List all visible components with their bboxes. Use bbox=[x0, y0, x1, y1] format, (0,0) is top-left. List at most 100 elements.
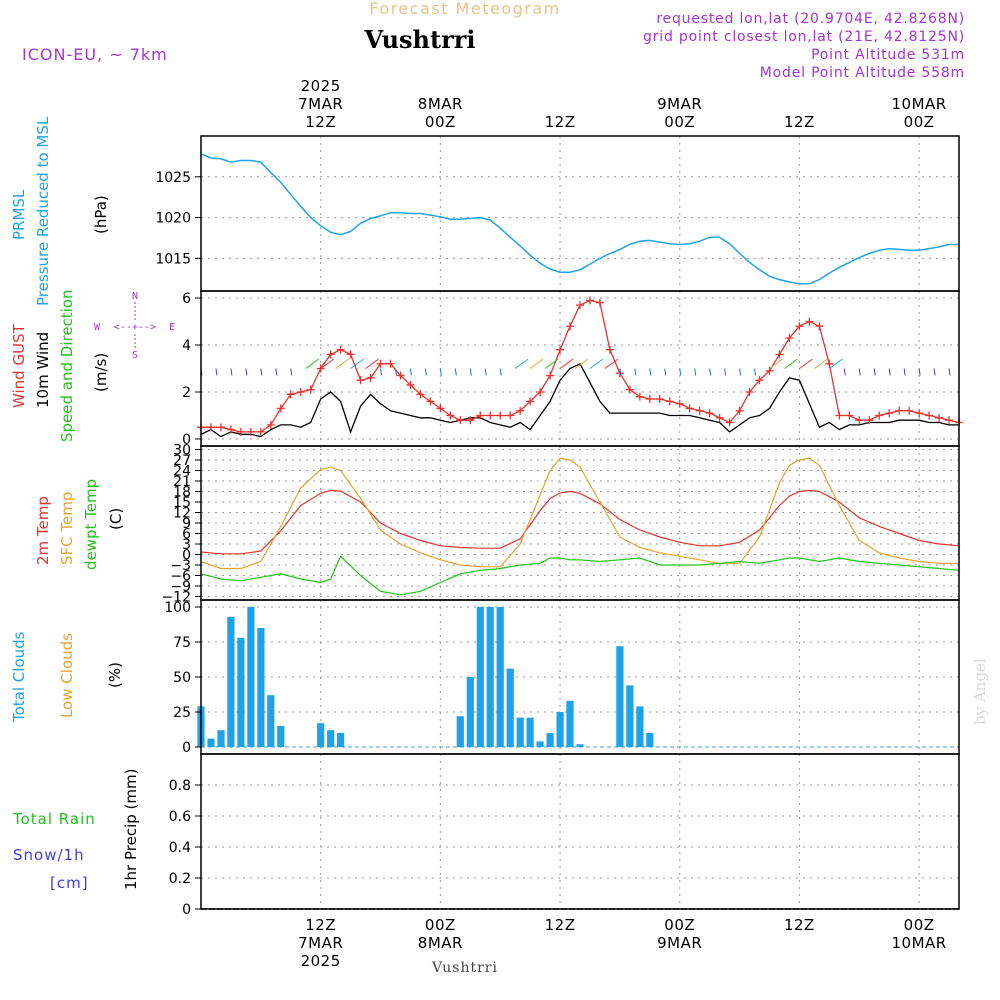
gridpoint-coords: grid point closest lon,lat (21E, 42.8125… bbox=[643, 29, 965, 45]
wind-direction-arrow bbox=[424, 368, 427, 376]
gust-point bbox=[566, 322, 575, 331]
pressure-label-line2: Pressure Reduced to MSL bbox=[34, 116, 52, 306]
gust-point bbox=[496, 411, 505, 420]
time-label: 9MAR bbox=[657, 95, 702, 113]
cloud-bar bbox=[476, 607, 484, 747]
y-tick-label: 1025 bbox=[155, 170, 191, 186]
cloud-bar bbox=[466, 677, 474, 747]
wind-direction-arrow bbox=[814, 358, 828, 369]
cloud-bar bbox=[546, 733, 554, 747]
gust-point bbox=[705, 409, 714, 418]
cloud-bar bbox=[327, 730, 335, 747]
y-tick-label: −12 bbox=[161, 590, 191, 606]
cloud-bar bbox=[646, 733, 654, 747]
model-altitude: Model Point Altitude 558m bbox=[760, 65, 965, 81]
y-tick-label: 0.4 bbox=[169, 840, 191, 856]
time-label: 12Z bbox=[545, 113, 576, 131]
gust-point bbox=[775, 350, 784, 359]
gust-point bbox=[595, 298, 604, 307]
wind-direction-arrow bbox=[529, 358, 544, 369]
gust-point bbox=[206, 423, 215, 432]
wind-direction-arrow bbox=[559, 358, 574, 369]
y-tick-labels: 1015102010250246−12−9−6−3036912151821242… bbox=[155, 170, 201, 918]
cloud-bar bbox=[227, 616, 235, 747]
wind10m-line bbox=[200, 362, 959, 438]
requested-coords: requested lon,lat (20.9704E, 42.8268N) bbox=[656, 11, 965, 27]
y-tick-label: 6 bbox=[182, 527, 191, 543]
wind-direction-arrow bbox=[484, 368, 487, 376]
y-tick-label: 4 bbox=[182, 338, 191, 354]
snow-unit-label: [cm] bbox=[50, 874, 89, 892]
grid-lines bbox=[201, 136, 959, 910]
compass-rose: N S W E <--+--> bbox=[94, 291, 175, 361]
time-label: 10MAR bbox=[891, 95, 946, 113]
wind-direction-arrow bbox=[843, 368, 846, 376]
gust-point bbox=[426, 397, 435, 406]
gust-point bbox=[436, 404, 445, 413]
cloud-bar bbox=[536, 741, 544, 747]
panel-frame-pressure bbox=[200, 135, 960, 292]
gust-point bbox=[576, 301, 584, 310]
wind-direction-arrow bbox=[903, 368, 906, 376]
gust-point bbox=[456, 416, 465, 425]
compass-west: W bbox=[94, 322, 101, 333]
time-label: 8MAR bbox=[418, 934, 463, 952]
wind-direction-arrow bbox=[589, 358, 604, 369]
gust-point bbox=[356, 376, 365, 385]
wind-direction-arrow bbox=[245, 368, 248, 376]
gust-point bbox=[446, 411, 455, 420]
time-label: 7MAR bbox=[298, 934, 343, 952]
wind-direction-arrow bbox=[694, 368, 697, 376]
wind-direction-arrow bbox=[739, 368, 742, 376]
cloud-bar bbox=[526, 717, 534, 747]
compass-north: N bbox=[132, 291, 138, 302]
y-tick-label: 9 bbox=[182, 516, 191, 532]
y-tick-label: 2 bbox=[182, 385, 191, 401]
cloud-bar bbox=[576, 744, 584, 747]
wind-direction-arrow bbox=[888, 368, 891, 376]
y-tick-label: 100 bbox=[164, 600, 191, 616]
wind-direction-arrow bbox=[634, 368, 637, 376]
cloud-bar bbox=[496, 607, 504, 747]
wind-direction-arrow bbox=[230, 368, 233, 376]
gust-point bbox=[635, 392, 644, 401]
wind-direction-arrow bbox=[829, 358, 843, 369]
cloud-bar bbox=[456, 716, 464, 747]
time-label: 7MAR bbox=[298, 95, 343, 113]
gust-point bbox=[236, 427, 245, 436]
gust-point bbox=[665, 397, 674, 406]
gust-point bbox=[226, 425, 235, 434]
time-label: 8MAR bbox=[418, 95, 463, 113]
y-tick-label: 27 bbox=[173, 453, 191, 469]
gust-point bbox=[625, 385, 634, 394]
cloud-bar bbox=[556, 712, 564, 747]
gust-point bbox=[316, 364, 325, 373]
gust-point bbox=[376, 359, 385, 368]
point-altitude: Point Altitude 531m bbox=[811, 47, 965, 63]
wind-direction-arrow bbox=[335, 358, 349, 369]
y-tick-label: −3 bbox=[170, 558, 191, 574]
y-tick-label: 0 bbox=[182, 432, 191, 448]
wind-direction-arrow bbox=[679, 368, 682, 376]
gust-point bbox=[825, 359, 834, 368]
wind-direction-arrow bbox=[604, 358, 619, 369]
y-tick-label: 12 bbox=[173, 506, 191, 522]
wind-direction-arrow bbox=[514, 358, 529, 369]
y-tick-label: 6 bbox=[182, 291, 191, 307]
total-clouds-label: Total Clouds bbox=[10, 631, 28, 723]
temp2m-label: 2m Temp bbox=[34, 496, 52, 565]
gust-point bbox=[845, 411, 854, 420]
gust-point bbox=[875, 411, 884, 420]
cloud-bar bbox=[506, 668, 514, 747]
cloud-bar bbox=[277, 726, 285, 747]
pressure-unit: (hPa) bbox=[92, 195, 110, 234]
time-label: 00Z bbox=[904, 113, 935, 131]
y-tick-label: 18 bbox=[173, 485, 191, 501]
panel-frame-wind bbox=[200, 290, 960, 447]
time-label: 00Z bbox=[904, 916, 935, 934]
y-tick-label: −6 bbox=[170, 569, 191, 585]
time-label: 2025 bbox=[301, 77, 341, 95]
gust-point bbox=[416, 390, 425, 399]
time-label: 12Z bbox=[784, 916, 815, 934]
gust-point bbox=[905, 406, 914, 415]
